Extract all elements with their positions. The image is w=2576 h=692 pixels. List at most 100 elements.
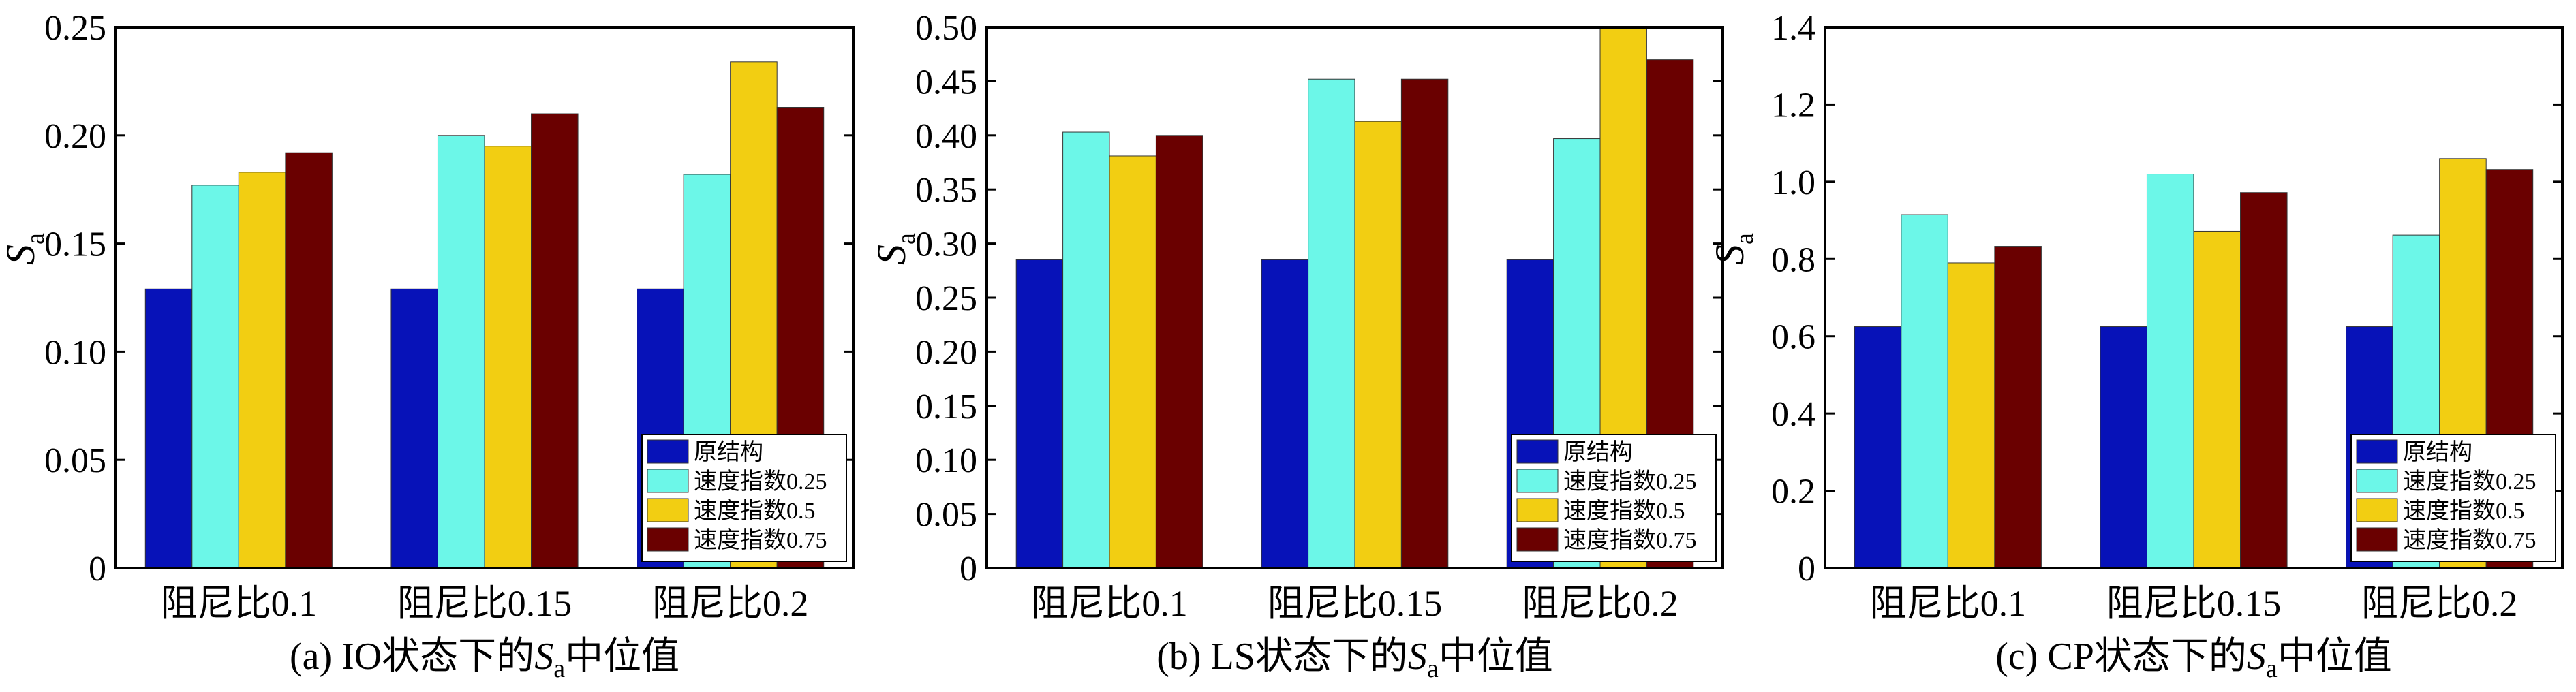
legend-label-1: 原结构 — [694, 439, 763, 465]
bar-2-cat2-ser1 — [1261, 259, 1309, 569]
legend-label-3: 速度指数0.5 — [1563, 498, 1685, 524]
y-tick-label: 0.15 — [44, 225, 106, 264]
y-axis-label-symbol: S — [869, 245, 914, 265]
y-tick-label: 1.0 — [1771, 163, 1815, 202]
bar-1-cat1-ser2 — [191, 185, 239, 569]
legend-label-2: 速度指数0.25 — [694, 469, 827, 494]
chart-panel-3: 阻尼比0.1 阻尼比0.15 阻尼比0.2 0 0.2 0.4 0.6 0.8 1.0 1.2 1.… — [1707, 9, 2564, 683]
y-tick-label: 0 — [1798, 550, 1815, 588]
legend-swatch-2 — [647, 469, 689, 493]
caption-sub: a — [1427, 655, 1439, 683]
bar-2-cat1-ser1 — [1015, 259, 1064, 569]
x-tick-label: 阻尼比0.2 — [1522, 583, 1678, 624]
legend-swatch-1 — [647, 439, 689, 464]
x-tick-label: 阻尼比0.15 — [2106, 583, 2282, 624]
caption-sub: a — [553, 655, 565, 683]
y-tick-label: 0 — [89, 550, 106, 588]
legend-label-1: 原结构 — [2403, 439, 2472, 465]
legend-label-3: 速度指数0.5 — [2403, 498, 2525, 524]
bar-2-cat2-ser2 — [1308, 78, 1355, 569]
y-tick-label: 0.05 — [915, 496, 977, 535]
legend-swatch-3 — [1516, 498, 1559, 522]
legend-swatch-1 — [1516, 439, 1559, 464]
bar-2-cat1-ser4 — [1155, 135, 1203, 569]
legend-label-3: 速度指数0.5 — [694, 498, 816, 524]
y-tick-label: 0.35 — [915, 171, 977, 210]
caption-prefix: (a) IO状态下的 — [290, 635, 534, 678]
y-tick-label: 0.25 — [915, 279, 977, 318]
chart-panel-2: 阻尼比0.1 阻尼比0.15 阻尼比0.2 0 0.05 0.10 0.15 0.20 0.25… — [869, 9, 1724, 683]
legend-label-4: 速度指数0.75 — [1563, 527, 1697, 553]
x-tick-label: 阻尼比0.1 — [1031, 583, 1188, 624]
bar-3-cat2-ser3 — [2193, 230, 2241, 569]
chart-caption: (b) LS状态下的Sa中位值 — [1156, 635, 1553, 683]
bar-2-cat1-ser2 — [1062, 131, 1110, 569]
caption-prefix: (c) CP状态下的 — [1995, 635, 2247, 678]
bar-2-cat1-ser3 — [1109, 155, 1156, 569]
y-tick-label: 0.20 — [44, 117, 106, 156]
axes-frame — [1824, 26, 2564, 569]
caption-symbol: S — [534, 635, 553, 678]
y-tick-label: 0.8 — [1771, 240, 1815, 279]
y-axis-label-sub: a — [21, 233, 50, 245]
bar-2-cat2-ser4 — [1400, 78, 1449, 569]
axes-frame — [114, 26, 855, 569]
bar-3-cat1-ser1 — [1854, 326, 1902, 569]
x-tick-label: 阻尼比0.2 — [2361, 583, 2518, 624]
y-axis-label-sub: a — [1730, 233, 1759, 245]
y-tick-label: 0.10 — [44, 333, 106, 372]
bar-3-cat1-ser2 — [1901, 214, 1948, 569]
y-tick-label: 0.6 — [1771, 318, 1815, 357]
chart-panel-1: 阻尼比0.1 阻尼比0.15 阻尼比0.2 0 0.05 0.10 0.15 0.20 0.25… — [0, 9, 855, 683]
legend-swatch-4 — [1516, 527, 1559, 552]
y-tick-label: 0.40 — [915, 117, 977, 156]
legend-label-2: 速度指数0.25 — [2403, 469, 2536, 494]
bar-3-cat1-ser3 — [1947, 262, 1995, 569]
y-tick-label: 0.05 — [44, 441, 106, 480]
legend-label-4: 速度指数0.75 — [2403, 527, 2536, 553]
caption-symbol: S — [2247, 635, 2266, 678]
caption-prefix: (b) LS状态下的 — [1156, 635, 1408, 678]
y-tick-label: 0.50 — [915, 9, 977, 48]
y-tick-label: 0 — [960, 550, 977, 588]
bar-1-cat2-ser3 — [484, 146, 532, 569]
bar-1-cat1-ser4 — [285, 152, 333, 569]
legend-swatch-1 — [2356, 439, 2398, 464]
y-tick-label: 0.4 — [1771, 395, 1815, 434]
chart-caption: (c) CP状态下的Sa中位值 — [1995, 635, 2392, 683]
legend-swatch-3 — [2356, 498, 2398, 522]
y-tick-label: 1.4 — [1771, 9, 1815, 48]
caption-suffix: 中位值 — [565, 635, 679, 678]
bar-1-cat1-ser1 — [144, 288, 193, 569]
bar-3-cat2-ser4 — [2240, 192, 2288, 569]
y-tick-label: 0.15 — [915, 388, 977, 426]
legend-label-4: 速度指数0.75 — [694, 527, 827, 553]
caption-sub: a — [2266, 655, 2278, 683]
y-tick-label: 0.25 — [44, 9, 106, 48]
y-tick-label: 0.45 — [915, 63, 977, 101]
y-tick-label: 1.2 — [1771, 86, 1815, 125]
x-tick-label: 阻尼比0.1 — [1870, 583, 2027, 624]
x-tick-label: 阻尼比0.1 — [161, 583, 318, 624]
bar-3-cat1-ser4 — [1994, 246, 2042, 569]
legend-swatch-2 — [2356, 469, 2398, 493]
bar-2-cat2-ser3 — [1354, 121, 1402, 569]
bar-3-cat2-ser1 — [2100, 326, 2147, 569]
y-axis-label-sub: a — [892, 233, 921, 245]
y-axis-label-symbol: S — [0, 245, 43, 265]
legend-swatch-3 — [647, 498, 689, 522]
y-axis-label-symbol: S — [1707, 245, 1752, 265]
y-tick-label: 0.10 — [915, 441, 977, 480]
legend-swatch-4 — [647, 527, 689, 552]
y-axis-label: Sa — [0, 233, 50, 265]
bar-3-cat2-ser2 — [2146, 174, 2194, 569]
bar-1-cat2-ser2 — [437, 135, 485, 569]
y-tick-label: 0.20 — [915, 333, 977, 372]
x-tick-label: 阻尼比0.15 — [397, 583, 572, 624]
chart-caption: (a) IO状态下的Sa中位值 — [290, 635, 679, 683]
y-axis-label: Sa — [1707, 233, 1759, 265]
legend-swatch-2 — [1516, 469, 1559, 493]
